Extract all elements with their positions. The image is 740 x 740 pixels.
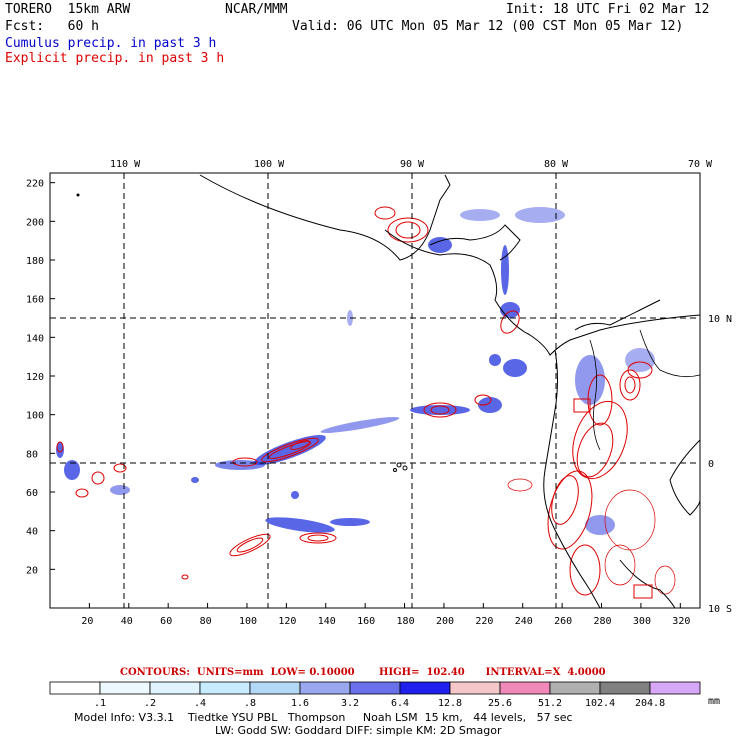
x-tick-label: 80	[200, 616, 212, 627]
lat-label-0: 0	[708, 459, 714, 470]
colorbar-label: 3.2	[341, 698, 359, 708]
y-tick-label: 200	[26, 217, 44, 228]
colorbar-swatch	[549, 681, 601, 695]
model-title: TORERO 15km ARW	[5, 2, 131, 17]
colorbar-label: .2	[144, 698, 156, 708]
y-tick-label: 100	[26, 411, 44, 422]
x-tick-label: 120	[278, 616, 296, 627]
lon-label-110w: 110 W	[110, 159, 141, 170]
lon-label-70w: 70 W	[688, 159, 713, 170]
footer-model-info: Model Info: V3.3.1 Tiedtke YSU PBL Thomp…	[74, 711, 573, 724]
colorbar-swatch	[649, 681, 701, 695]
colorbar-label: 1.6	[291, 698, 309, 708]
footer-physics: LW: Godd SW: Goddard DIFF: simple KM: 2D…	[215, 724, 502, 737]
y-axis-ticks: 20 40 60 80 100 120 140 160 180 200 220	[26, 179, 55, 576]
contour-interval: INTERVAL=X 4.0000	[485, 667, 606, 678]
x-tick-label: 240	[515, 616, 533, 627]
colorbar-label: 102.4	[585, 698, 615, 708]
y-tick-label: 160	[26, 295, 44, 306]
graticule	[50, 173, 700, 608]
colorbar-swatch	[49, 681, 101, 695]
org-label: NCAR/MMM	[225, 2, 288, 17]
y-tick-label: 60	[26, 488, 38, 499]
colorbar-swatch	[399, 681, 451, 695]
colorbar-swatch	[599, 681, 651, 695]
y-tick-label: 40	[26, 527, 38, 538]
x-tick-label: 180	[397, 616, 415, 627]
y-tick-label: 220	[26, 179, 44, 190]
colorbar-label: 25.6	[488, 698, 512, 708]
lat-label-10s: 10 S	[708, 604, 732, 615]
lon-label-100w: 100 W	[254, 159, 285, 170]
colorbar-label: 12.8	[438, 698, 462, 708]
y-tick-label: 120	[26, 372, 44, 383]
colorbar-swatch	[499, 681, 551, 695]
explicit-precip-contours	[56, 206, 676, 596]
x-tick-label: 320	[672, 616, 690, 627]
x-axis-ticks: 20 40 60 80 100 120 140 160 180 200 220 240 260 280 30…	[81, 603, 690, 627]
colorbar-label: .1	[94, 698, 106, 708]
colorbar-swatch	[149, 681, 201, 695]
x-tick-label: 160	[357, 616, 375, 627]
colorbar-label: 6.4	[391, 698, 409, 708]
x-tick-label: 200	[436, 616, 454, 627]
colorbar-boxes	[49, 681, 701, 695]
colorbar: .1.2.4.8 1.6 3.2 6.4 12.8 25.6 51.2 102.4 204.8 …	[49, 681, 720, 708]
x-tick-label: 100	[239, 616, 257, 627]
colorbar-label: 51.2	[538, 698, 562, 708]
colorbar-label: 204.8	[635, 698, 665, 708]
colorbar-swatch	[199, 681, 251, 695]
lat-label-10n: 10 N	[708, 314, 732, 325]
marker-box-1	[573, 398, 591, 413]
x-tick-label: 300	[633, 616, 651, 627]
lat-labels: 10 N 0 10 S	[708, 314, 732, 615]
contour-high: HIGH= 102.40	[379, 667, 465, 678]
contour-low: CONTOURS: UNITS=mm LOW= 0.10000	[120, 667, 355, 678]
lon-label-80w: 80 W	[544, 159, 569, 170]
x-tick-label: 220	[475, 616, 493, 627]
x-tick-label: 40	[121, 616, 133, 627]
marker-box-2	[633, 584, 653, 599]
colorbar-label: .4	[194, 698, 206, 708]
legend-explicit: Explicit precip. in past 3 h	[5, 51, 225, 66]
forecast-hour: Fcst: 60 h	[5, 19, 99, 34]
y-tick-label: 20	[26, 565, 38, 576]
contour-info: CONTOURS: UNITS=mm LOW= 0.10000 HIGH= 10…	[120, 667, 606, 678]
init-time: Init: 18 UTC Fri 02 Mar 12	[506, 2, 710, 17]
colorbar-swatch	[249, 681, 301, 695]
colorbar-label: .8	[244, 698, 256, 708]
y-tick-label: 140	[26, 333, 44, 344]
x-tick-label: 280	[594, 616, 612, 627]
coastlines	[76, 174, 701, 609]
valid-time: Valid: 06 UTC Mon 05 Mar 12 (00 CST Mon …	[292, 19, 684, 34]
y-tick-label: 180	[26, 256, 44, 267]
colorbar-swatch	[99, 681, 151, 695]
colorbar-swatch	[449, 681, 501, 695]
lon-labels: 110 W 100 W 90 W 80 W 70 W	[110, 159, 713, 170]
x-tick-label: 60	[160, 616, 172, 627]
colorbar-unit: mm	[708, 696, 720, 707]
x-tick-label: 20	[81, 616, 93, 627]
colorbar-swatch	[349, 681, 401, 695]
colorbar-labels: .1 .2 .4 .8 1.6 3.2 6.4 12.8 25.6 51.2 102.4 204.8	[94, 698, 665, 708]
colorbar-swatch	[299, 681, 351, 695]
lon-label-90w: 90 W	[400, 159, 425, 170]
precip-map: 110 W 100 W 90 W 80 W 70 W 10 N 0 10 S 2…	[26, 159, 732, 627]
x-tick-label: 140	[318, 616, 336, 627]
x-tick-label: 260	[554, 616, 572, 627]
legend-cumulus: Cumulus precip. in past 3 h	[5, 36, 217, 51]
y-tick-label: 80	[26, 449, 38, 460]
